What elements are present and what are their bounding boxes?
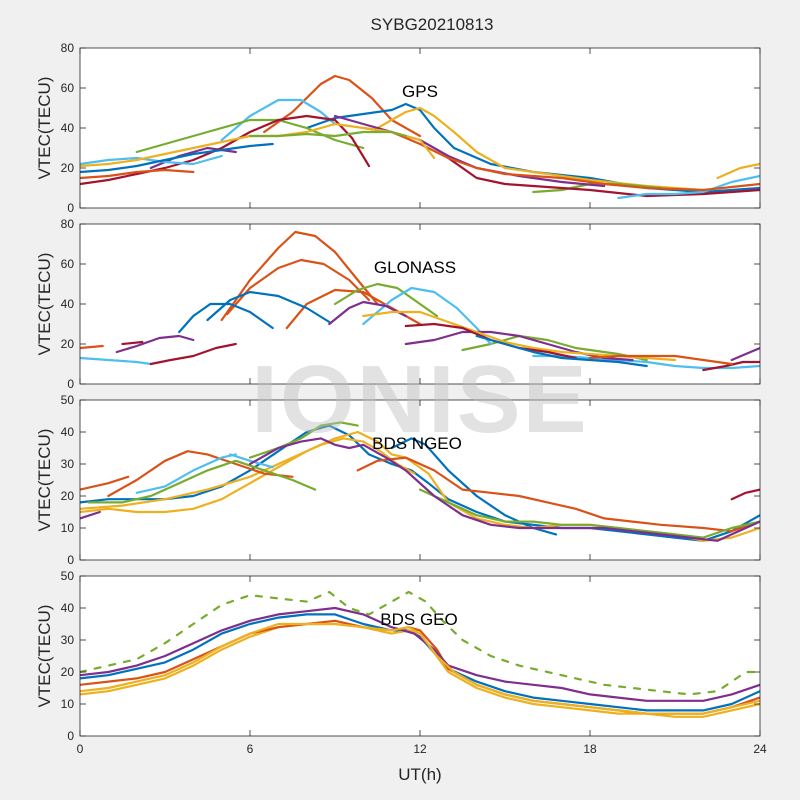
series-line-7: [135, 453, 237, 494]
series-line-13: [362, 310, 592, 356]
y-tick-label: 20: [61, 489, 75, 503]
y-tick-label: 80: [61, 217, 75, 231]
series-line-5: [107, 450, 294, 498]
y-tick-label: 80: [61, 41, 75, 55]
series-line-12: [80, 510, 101, 520]
series-line-4: [80, 475, 130, 491]
series-line-21: [475, 334, 648, 368]
y-tick-label: 30: [61, 457, 75, 471]
panel-label: GPS: [402, 82, 438, 101]
series-line-14: [80, 168, 195, 180]
plot-area: [80, 48, 760, 208]
series-line-19: [588, 354, 733, 366]
series-group: [80, 74, 760, 200]
series-line-11: [115, 334, 195, 354]
y-tick-label: 0: [67, 377, 74, 391]
y-axis-label: VTEC(TECU): [35, 429, 54, 532]
series-line-5: [135, 118, 365, 154]
series-group: [80, 230, 760, 372]
series-line-3: [80, 437, 416, 510]
x-tick-label: 6: [247, 742, 254, 756]
y-tick-label: 10: [61, 697, 75, 711]
series-group: [80, 421, 760, 542]
series-line-20: [730, 346, 760, 362]
series-line-18: [248, 130, 407, 138]
series-line-1: [226, 258, 371, 316]
y-tick-label: 50: [61, 393, 75, 407]
y-tick-label: 60: [61, 81, 75, 95]
series-line-10: [328, 300, 407, 326]
series-line-22: [121, 340, 144, 346]
series-line-1: [220, 98, 337, 142]
panel-label: BDS NGEO: [372, 434, 462, 453]
y-tick-label: 20: [61, 665, 75, 679]
series-line-10: [418, 488, 760, 539]
y-tick-label: 40: [61, 425, 75, 439]
series-line-0: [220, 230, 379, 322]
series-line-0: [80, 424, 760, 542]
series-line-15: [362, 126, 760, 192]
plot-area: [80, 576, 760, 736]
series-line-4: [206, 290, 331, 324]
y-tick-label: 20: [61, 161, 75, 175]
y-axis-label: VTEC(TECU): [35, 77, 54, 180]
y-tick-label: 40: [61, 601, 75, 615]
series-line-11: [447, 156, 760, 198]
series-line-12: [80, 154, 223, 166]
series-line-10: [333, 118, 371, 168]
panel-0: 0 20 40 60 80 VTEC(TECU) GPS: [35, 41, 761, 215]
y-axis-label: VTEC(TECU): [35, 253, 54, 356]
series-line-13: [248, 437, 760, 542]
y-axis-label: VTEC(TECU): [35, 605, 54, 708]
y-tick-label: 0: [67, 201, 74, 215]
series-group: [80, 590, 760, 718]
panel-label: BDS GEO: [380, 610, 457, 629]
y-tick-label: 60: [61, 257, 75, 271]
y-tick-label: 10: [61, 521, 75, 535]
panel-3: 0 6 12 18 24 0 10 20 30 40 50 VTEC(TECU) BDS GEO: [35, 569, 767, 756]
x-tick-label: 24: [753, 742, 767, 756]
series-line-6: [356, 456, 760, 533]
chart-title: SYBG20210813: [371, 15, 494, 34]
series-line-1: [390, 437, 558, 536]
series-line-9: [87, 459, 317, 504]
series-line-8: [333, 114, 606, 188]
series-line-5: [80, 622, 760, 715]
series-line-5: [333, 282, 439, 318]
series-line-12: [404, 330, 634, 362]
series-line-9: [80, 114, 337, 186]
y-tick-label: 0: [67, 729, 74, 743]
series-line-14: [730, 488, 760, 501]
series-line-3: [178, 302, 274, 334]
series-line-15: [149, 342, 237, 366]
y-tick-label: 20: [61, 337, 75, 351]
panel-1: 0 20 40 60 80 VTEC(TECU) GLONASS: [35, 217, 761, 391]
series-line-3: [80, 606, 760, 702]
series-line-3: [376, 106, 705, 192]
x-axis-label: UT(h): [398, 765, 441, 784]
series-line-4: [80, 590, 760, 696]
series-line-8: [229, 453, 274, 469]
series-line-4: [716, 162, 760, 180]
series-line-7: [362, 286, 492, 346]
y-tick-label: 40: [61, 121, 75, 135]
panel-2: 0 10 20 30 40 50 VTEC(TECU) BDS NGEO: [35, 393, 761, 567]
series-line-18: [80, 344, 104, 350]
x-tick-label: 12: [413, 742, 427, 756]
y-tick-label: 50: [61, 569, 75, 583]
panel-label: GLONASS: [374, 258, 456, 277]
series-line-8: [80, 356, 152, 366]
y-tick-label: 30: [61, 633, 75, 647]
x-tick-label: 18: [583, 742, 597, 756]
series-line-17: [702, 360, 760, 372]
y-tick-label: 0: [67, 553, 74, 567]
series-line-16: [80, 142, 274, 174]
x-tick-label: 0: [77, 742, 84, 756]
y-tick-label: 40: [61, 297, 75, 311]
series-line-13: [617, 174, 760, 200]
series-line-0: [263, 74, 422, 138]
